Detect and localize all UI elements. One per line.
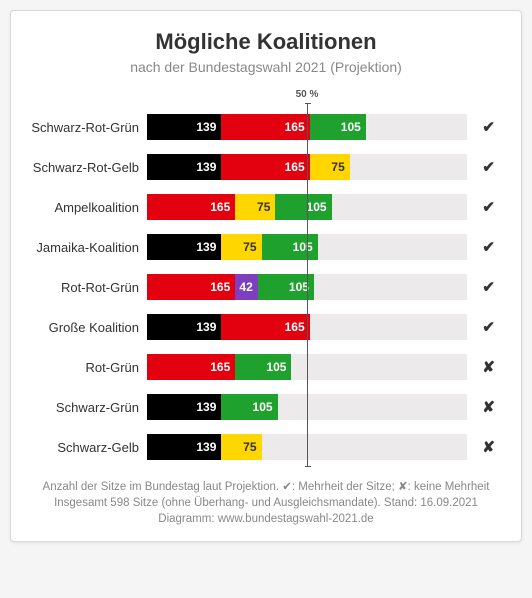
majority-check-icon: ✔: [467, 278, 495, 296]
bar-segment: 165: [147, 274, 235, 300]
coalition-row: Jamaika-Koalition13975105✔: [27, 227, 505, 267]
coalition-row: Schwarz-Gelb13975✘: [27, 427, 505, 467]
coalition-label: Schwarz-Rot-Grün: [27, 120, 147, 135]
coalition-row: Ampelkoalition16575105✔: [27, 187, 505, 227]
coalition-label: Jamaika-Koalition: [27, 240, 147, 255]
bar-segment: 105: [310, 114, 366, 140]
bar-stack: 139105: [147, 394, 467, 420]
chart-card: Mögliche Koalitionen nach der Bundestags…: [10, 10, 522, 542]
majority-check-icon: ✔: [467, 158, 495, 176]
bar-stack: 13975105: [147, 234, 467, 260]
bar-segment: 139: [147, 114, 221, 140]
coalition-label: Schwarz-Gelb: [27, 440, 147, 455]
bar-track: 13916575: [147, 154, 467, 180]
bar-segment: 105: [235, 354, 291, 380]
majority-check-icon: ✔: [467, 318, 495, 336]
caption-line: Anzahl der Sitze im Bundestag laut Proje…: [27, 479, 505, 495]
bar-segment: 139: [147, 234, 221, 260]
bar-stack: 139165105: [147, 114, 467, 140]
majority-check-icon: ✔: [467, 238, 495, 256]
no-majority-x-icon: ✘: [467, 358, 495, 376]
coalition-row: Schwarz-Rot-Grün139165105✔: [27, 107, 505, 147]
bar-track: 16542105: [147, 274, 467, 300]
coalition-row: Rot-Grün165105✘: [27, 347, 505, 387]
bar-segment: 75: [221, 434, 261, 460]
coalition-label: Rot-Grün: [27, 360, 147, 375]
fifty-percent-label: 50 %: [296, 89, 319, 100]
bar-segment: 105: [275, 194, 331, 220]
bar-track: 165105: [147, 354, 467, 380]
bar-track: 16575105: [147, 194, 467, 220]
coalition-label: Ampelkoalition: [27, 200, 147, 215]
chart-title: Mögliche Koalitionen: [27, 29, 505, 55]
coalition-label: Schwarz-Rot-Gelb: [27, 160, 147, 175]
bar-segment: 139: [147, 314, 221, 340]
bar-stack: 16575105: [147, 194, 467, 220]
majority-check-icon: ✔: [467, 118, 495, 136]
bar-track: 13975105: [147, 234, 467, 260]
bar-segment: 75: [310, 154, 350, 180]
bar-track: 13975: [147, 434, 467, 460]
coalition-row: Schwarz-Grün139105✘: [27, 387, 505, 427]
no-majority-x-icon: ✘: [467, 398, 495, 416]
bar-track: 139165: [147, 314, 467, 340]
bar-segment: 165: [221, 314, 309, 340]
chart-caption: Anzahl der Sitze im Bundestag laut Proje…: [27, 479, 505, 527]
bar-segment: 165: [147, 354, 235, 380]
bar-segment: 139: [147, 154, 221, 180]
caption-line: Diagramm: www.bundestagswahl-2021.de: [27, 511, 505, 527]
bar-stack: 139165: [147, 314, 467, 340]
bar-segment: 75: [221, 234, 261, 260]
bar-segment: 42: [235, 274, 257, 300]
bar-segment: 165: [221, 114, 309, 140]
bar-segment: 139: [147, 394, 221, 420]
chart-area: 50 % Schwarz-Rot-Grün139165105✔Schwarz-R…: [27, 89, 505, 467]
coalition-label: Große Koalition: [27, 320, 147, 335]
caption-line: Insgesamt 598 Sitze (ohne Überhang- und …: [27, 495, 505, 511]
coalition-rows: Schwarz-Rot-Grün139165105✔Schwarz-Rot-Ge…: [27, 107, 505, 467]
majority-check-icon: ✔: [467, 198, 495, 216]
bar-segment: 75: [235, 194, 275, 220]
bar-stack: 13975: [147, 434, 467, 460]
no-majority-x-icon: ✘: [467, 438, 495, 456]
chart-subtitle: nach der Bundestagswahl 2021 (Projektion…: [27, 59, 505, 75]
coalition-row: Schwarz-Rot-Gelb13916575✔: [27, 147, 505, 187]
coalition-label: Rot-Rot-Grün: [27, 280, 147, 295]
bar-stack: 165105: [147, 354, 467, 380]
bar-segment: 139: [147, 434, 221, 460]
bar-segment: 105: [221, 394, 277, 420]
bar-segment: 165: [221, 154, 309, 180]
bar-stack: 13916575: [147, 154, 467, 180]
coalition-row: Rot-Rot-Grün16542105✔: [27, 267, 505, 307]
bar-segment: 165: [147, 194, 235, 220]
coalition-label: Schwarz-Grün: [27, 400, 147, 415]
bar-segment: 105: [262, 234, 318, 260]
bar-track: 139105: [147, 394, 467, 420]
coalition-row: Große Koalition139165✔: [27, 307, 505, 347]
bar-segment: 105: [258, 274, 314, 300]
bar-track: 139165105: [147, 114, 467, 140]
bar-stack: 16542105: [147, 274, 467, 300]
